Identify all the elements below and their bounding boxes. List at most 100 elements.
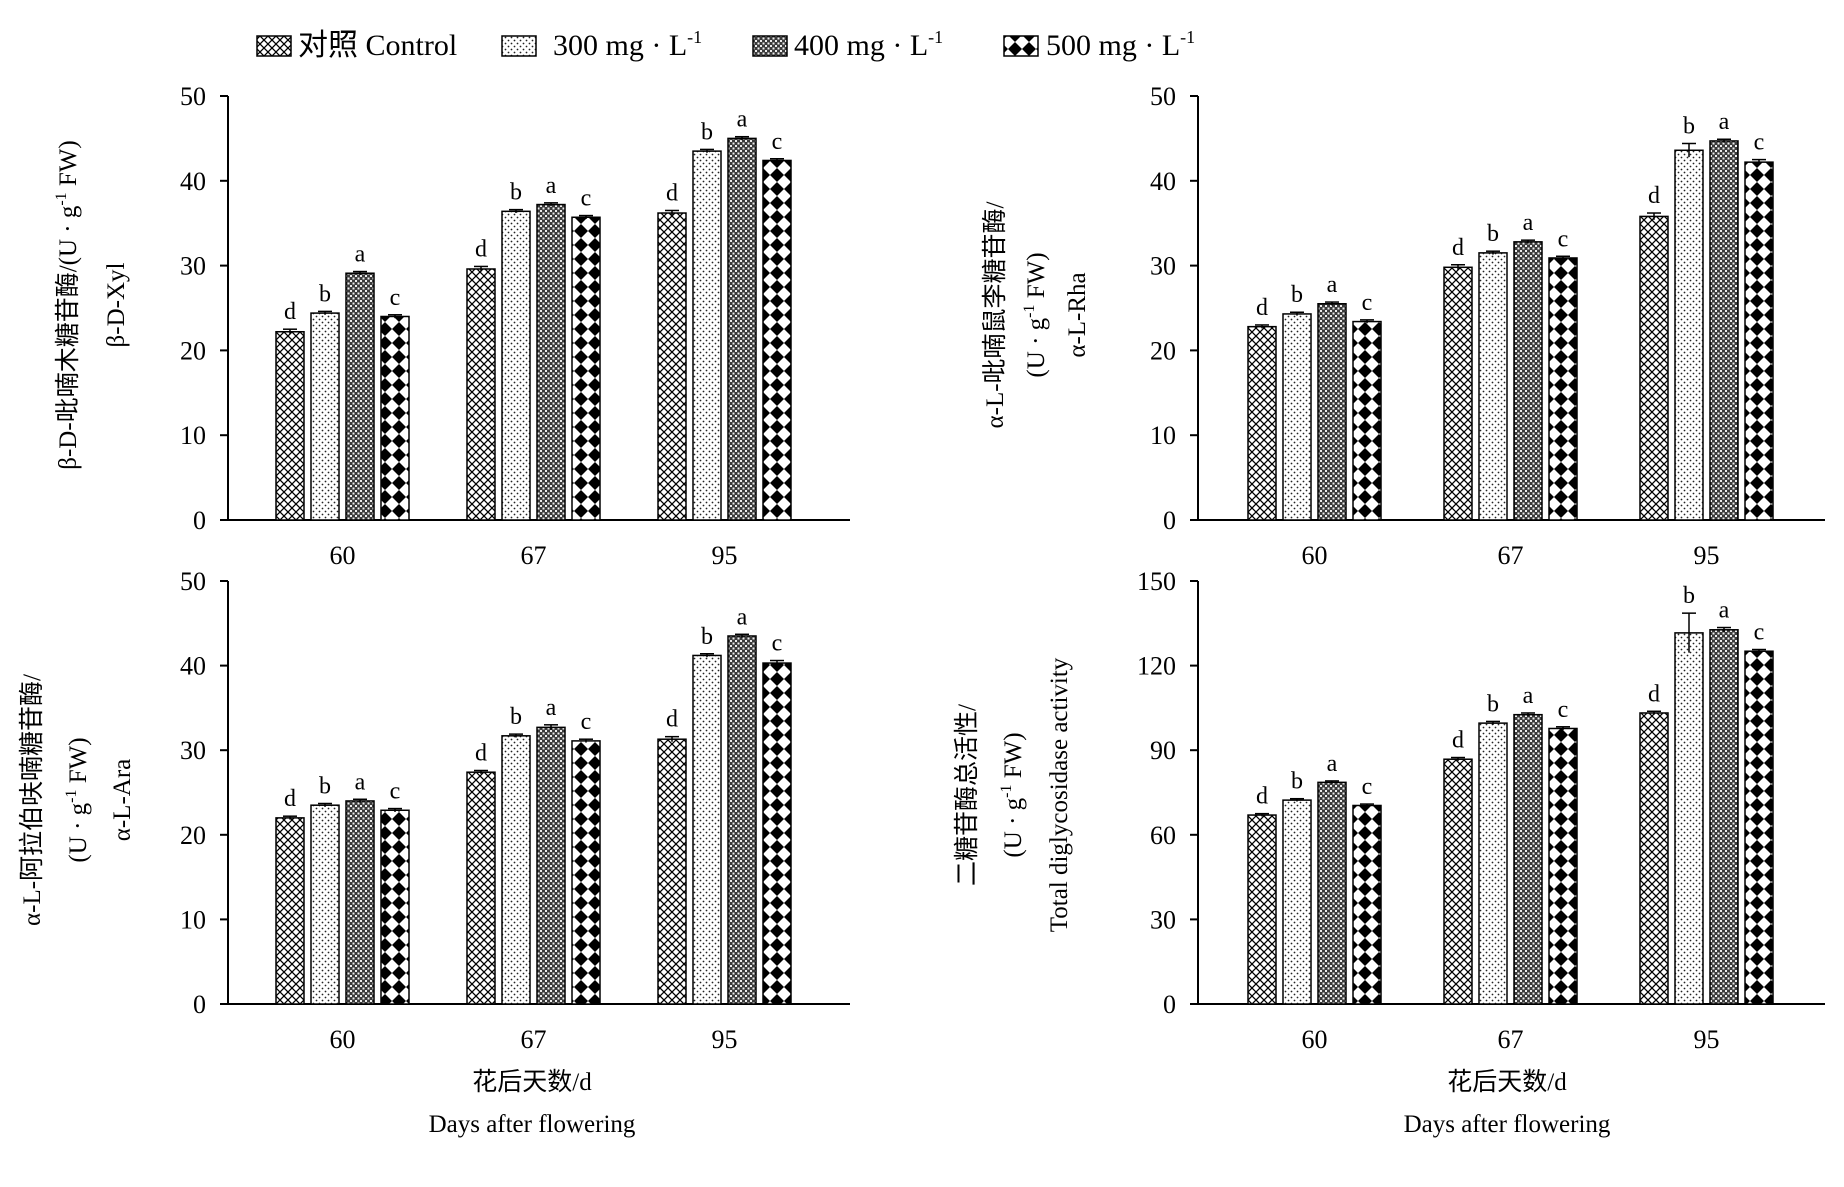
rha-x-tick-label: 67 [1498, 541, 1524, 570]
total-bar-s0-c2 [1639, 712, 1669, 1005]
xyl-x-tick-label: 95 [712, 541, 738, 570]
total-significance-letter: d [1648, 681, 1660, 707]
legend-item-500: 500 mg · L-1 [1003, 27, 1195, 62]
panel-ara-ytitle-line2: (U · g-1 FW) [63, 737, 92, 862]
ara-bar-s2-c0 [345, 800, 375, 1005]
legend-swatch-500 [1003, 35, 1039, 57]
panel-total-ytitle-line3: Total diglycosidase activity [1046, 657, 1073, 932]
xyl-x-tick-label: 67 [521, 541, 547, 570]
xyl-x-tick-label: 60 [330, 541, 356, 570]
xyl-bar-s1-c2 [692, 150, 722, 521]
ara-significance-letter: b [510, 704, 522, 730]
total-bar-s3-c1 [1548, 727, 1578, 1005]
rha-y-tick-label: 0 [1163, 506, 1176, 535]
rha-significance-letter: a [1719, 109, 1730, 135]
rha-significance-letter: b [1291, 282, 1303, 308]
rha-y-tick-label: 20 [1150, 336, 1176, 365]
legend-swatch-control [256, 35, 292, 57]
ara-bar-s1-c0 [310, 804, 340, 1005]
ara-bar-s3-c1 [571, 740, 601, 1005]
rha-bar-s1-c2 [1674, 149, 1704, 521]
rha-y-tick-label: 10 [1150, 421, 1176, 450]
rha-significance-letter: a [1523, 210, 1534, 236]
ara-x-tick-label: 67 [521, 1025, 547, 1054]
ara-y-tick-label: 50 [180, 567, 206, 596]
total-bar-s0-c1 [1443, 758, 1473, 1005]
xyl-bar-s1-c0 [310, 312, 340, 521]
panel-total-ytitle-line2: (U · g-1 FW) [998, 732, 1027, 857]
total-bar-s3-c0 [1352, 804, 1382, 1005]
xyl-y-tick-label: 10 [180, 421, 206, 450]
rha-significance-letter: c [1558, 226, 1569, 252]
panel-total-ytitle: 二糖苷酶总活性/ (U · g-1 FW) Total diglycosidas… [953, 657, 1073, 932]
panel-total-xtitle: 花后天数/d Days after flowering [1404, 1068, 1611, 1138]
ara-significance-letter: c [581, 709, 592, 735]
rha-bar-s0-c0 [1247, 325, 1277, 521]
legend: 对照 Control 300 mg · L-1 400 mg · L-1 500… [256, 27, 1195, 62]
xyl-y-tick-label: 50 [180, 82, 206, 111]
legend-label-300: 300 mg · L-1 [553, 27, 702, 62]
total-significance-letter: b [1487, 691, 1499, 717]
xyl-bar-s0-c0 [275, 330, 305, 521]
ara-significance-letter: c [772, 631, 783, 657]
ara-significance-letter: d [475, 741, 487, 767]
total-bar-s2-c1 [1513, 713, 1543, 1005]
rha-significance-letter: c [1754, 130, 1765, 156]
panel-xyl-ytitle-line2: β-D-Xyl [103, 262, 130, 347]
xyl-significance-letter: d [284, 299, 296, 325]
ara-bar-s0-c2 [657, 738, 687, 1005]
rha-x-tick-label: 60 [1302, 541, 1328, 570]
panel-total-xtitle-line1: 花后天数/d [1447, 1068, 1567, 1096]
panel-ara-ytitle-line1: α-L-阿拉伯呋喃糖苷酶/ [18, 674, 46, 926]
ara-y-tick-label: 30 [180, 736, 206, 765]
xyl-y-tick-label: 20 [180, 336, 206, 365]
panel-xyl-ytitle: β-D-吡喃木糖苷酶/(U · g-1 FW) β-D-Xyl [53, 140, 130, 469]
total-bar-s2-c0 [1317, 781, 1347, 1005]
rha-significance-letter: b [1683, 113, 1695, 139]
ara-bar-s3-c2 [762, 662, 792, 1005]
ara-significance-letter: a [737, 604, 748, 630]
total-significance-letter: c [1754, 620, 1765, 646]
total-y-tick-label: 120 [1137, 652, 1176, 681]
panel-ara-ytitle: α-L-阿拉伯呋喃糖苷酶/ (U · g-1 FW) α-L-Ara [18, 674, 136, 926]
rha-bar-s3-c2 [1744, 161, 1774, 521]
total-significance-letter: c [1362, 774, 1373, 800]
rha-bar-s2-c0 [1317, 303, 1347, 521]
rha-significance-letter: a [1327, 272, 1338, 298]
xyl-bar-s3-c2 [762, 159, 792, 521]
rha-bar-s3-c1 [1548, 257, 1578, 521]
legend-label-control: 对照 Control [298, 29, 457, 62]
total-bar-s2-c2 [1709, 629, 1739, 1005]
xyl-significance-letter: d [475, 236, 487, 262]
ara-bar-s1-c1 [501, 735, 531, 1005]
total-x-tick-label: 60 [1302, 1025, 1328, 1054]
total-y-tick-label: 0 [1163, 990, 1176, 1019]
total-y-tick-label: 90 [1150, 736, 1176, 765]
total-significance-letter: a [1523, 683, 1534, 709]
panel-total-ytitle-line1: 二糖苷酶总活性/ [953, 704, 981, 886]
ara-y-tick-label: 40 [180, 652, 206, 681]
xyl-bar-s0-c1 [466, 268, 496, 521]
ara-significance-letter: c [390, 779, 401, 805]
ara-y-tick-label: 20 [180, 821, 206, 850]
rha-x-tick-label: 95 [1694, 541, 1720, 570]
total-bar-s1-c1 [1478, 722, 1508, 1005]
ara-x-tick-label: 60 [330, 1025, 356, 1054]
panel-ara-xtitle-line1: 花后天数/d [472, 1068, 592, 1096]
xyl-significance-letter: b [510, 180, 522, 206]
panel-rha-ytitle: α-L-吡喃鼠李糖苷酶/ (U · g-1 FW) α-L-Rha [981, 201, 1091, 428]
xyl-y-tick-label: 0 [193, 506, 206, 535]
xyl-bar-s0-c2 [657, 212, 687, 521]
ara-significance-letter: d [666, 707, 678, 733]
rha-significance-letter: d [1452, 235, 1464, 261]
rha-bar-s1-c0 [1282, 313, 1312, 521]
ara-x-tick-label: 95 [712, 1025, 738, 1054]
total-bar-s3-c2 [1744, 650, 1774, 1005]
total-bar-s1-c2 [1674, 632, 1704, 1005]
rha-y-tick-label: 50 [1150, 82, 1176, 111]
xyl-significance-letter: b [701, 119, 713, 145]
ara-y-tick-label: 10 [180, 905, 206, 934]
total-significance-letter: a [1719, 598, 1730, 624]
rha-bar-s2-c1 [1513, 241, 1543, 521]
